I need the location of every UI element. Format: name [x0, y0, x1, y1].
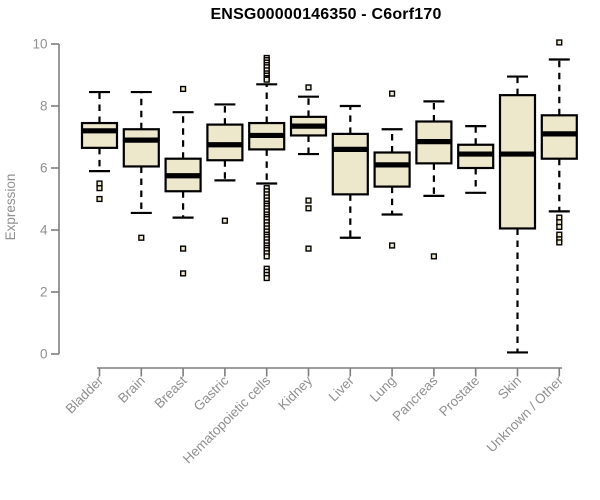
- box-rect: [122, 128, 160, 168]
- outlier-point: [263, 274, 270, 282]
- x-category-label-breast: Breast: [152, 373, 190, 411]
- x-category-label-skin: Skin: [495, 373, 524, 402]
- boxplot-liver: [331, 104, 369, 239]
- y-axis: 0 2 4 6 8 10 Expression: [3, 37, 60, 362]
- x-category-label-lung: Lung: [367, 373, 399, 405]
- box-rect: [331, 132, 369, 196]
- outlier-point: [138, 234, 145, 241]
- outlier-point: [96, 195, 103, 203]
- y-tick-label: 4: [40, 223, 48, 238]
- outlier-point: [305, 84, 312, 91]
- y-tick-label: 6: [40, 161, 48, 176]
- boxplot-brain: [122, 90, 160, 241]
- x-category-label-gastric: Gastric: [191, 373, 232, 414]
- outlier-point: [389, 90, 396, 97]
- outlier-point: [179, 245, 187, 252]
- y-tick-label: 10: [32, 37, 47, 52]
- boxplot-skin: [498, 75, 537, 354]
- boxplot-pancreas: [415, 100, 453, 260]
- boxplot-gastric: [206, 103, 244, 224]
- boxplot-bladder: [80, 90, 119, 203]
- y-axis-title: Expression: [3, 174, 18, 241]
- x-category-label-pancreas: Pancreas: [390, 373, 441, 424]
- box-rect: [498, 94, 537, 230]
- boxplot-hematopoietic-cells: [248, 54, 286, 282]
- x-category-label-bladder: Bladder: [63, 373, 107, 417]
- outlier-point: [263, 253, 270, 260]
- outlier-point: [556, 223, 563, 231]
- outlier-point: [305, 245, 312, 252]
- chart-title: ENSG00000146350 - C6orf170: [210, 6, 442, 23]
- outlier-point: [556, 39, 563, 46]
- boxplot-prostate: [457, 125, 495, 194]
- outlier-point: [263, 76, 270, 83]
- boxplot-kidney: [289, 84, 328, 252]
- outlier-point: [96, 185, 103, 192]
- boxplot-breast: [164, 85, 202, 277]
- box-rect: [373, 151, 411, 188]
- outlier-point: [430, 253, 438, 260]
- outlier-point: [305, 197, 312, 204]
- outlier-point: [389, 242, 396, 249]
- outlier-point: [305, 205, 312, 212]
- x-category-label-kidney: Kidney: [275, 373, 315, 413]
- x-category-label-prostate: Prostate: [436, 373, 482, 419]
- box-rect: [540, 114, 578, 160]
- outlier-point: [221, 217, 229, 224]
- box-rect: [80, 121, 119, 149]
- y-tick-label: 2: [40, 285, 48, 300]
- y-tick-label: 8: [40, 99, 48, 114]
- outlier-point: [179, 85, 187, 93]
- x-category-label-liver: Liver: [326, 373, 358, 405]
- y-tick-label: 0: [40, 347, 48, 362]
- x-category-label-brain: Brain: [115, 373, 148, 406]
- boxplot-unknown-other: [540, 39, 578, 246]
- outlier-point: [179, 270, 187, 277]
- outlier-point: [556, 239, 563, 246]
- boxplot-lung: [373, 90, 411, 249]
- x-category-label-unknown-other: Unknown / Other: [484, 373, 567, 456]
